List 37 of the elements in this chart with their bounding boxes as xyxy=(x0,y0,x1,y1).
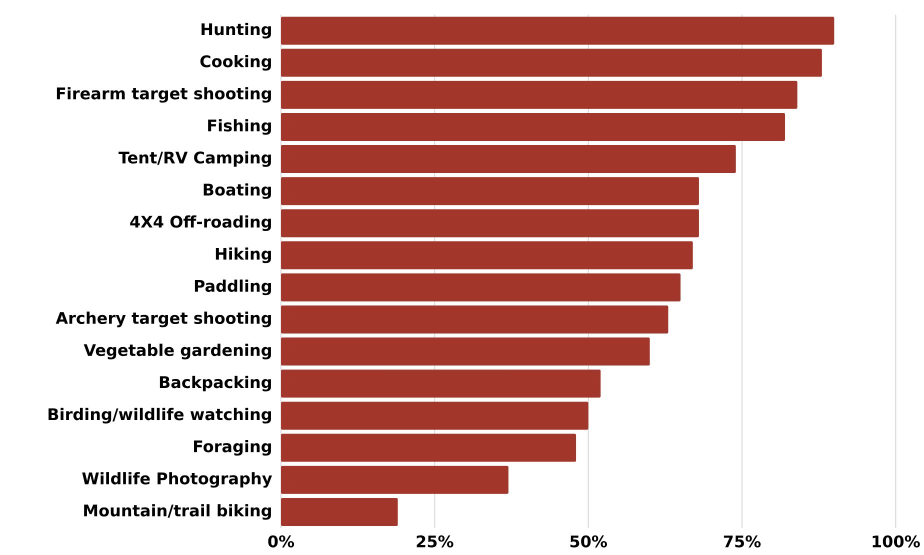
bar xyxy=(281,498,398,526)
y-tick-label: Archery target shooting xyxy=(56,312,271,328)
x-tick-label: 0% xyxy=(268,535,294,548)
bar xyxy=(281,16,834,45)
bar xyxy=(281,370,601,398)
bar xyxy=(281,466,508,494)
y-tick-label: Hiking xyxy=(216,247,271,264)
y-tick-label: Backpacking xyxy=(160,376,271,392)
y-tick-label: Mountain/trail biking xyxy=(84,504,271,520)
y-tick-label: Firearm target shooting xyxy=(56,87,271,103)
y-tick-label: Birding/wildlife watching xyxy=(48,408,271,424)
bar xyxy=(281,209,699,238)
bar xyxy=(281,305,668,334)
y-tick-label: Tent/RV Camping xyxy=(118,151,271,167)
y-tick-label: Paddling xyxy=(194,280,271,296)
bar xyxy=(281,177,699,206)
y-tick-label: Cooking xyxy=(200,54,271,71)
y-tick-label: Hunting xyxy=(202,22,271,39)
bar xyxy=(281,338,650,366)
x-tick-label: 75% xyxy=(724,535,761,548)
x-tick-label: 50% xyxy=(570,535,607,548)
bar xyxy=(281,434,576,462)
y-tick-label: Fishing xyxy=(208,119,271,135)
x-tick-label: 100% xyxy=(872,535,920,548)
y-tick-label: Foraging xyxy=(194,440,271,456)
bar xyxy=(281,145,736,174)
y-tick-label: Boating xyxy=(204,183,271,199)
bar xyxy=(281,402,588,430)
bar xyxy=(281,80,798,109)
y-tick-label: Vegetable gardening xyxy=(84,344,271,360)
bar xyxy=(281,48,822,77)
x-tick-label: 25% xyxy=(416,535,454,548)
bar xyxy=(281,241,693,270)
bar xyxy=(281,273,681,302)
y-tick-label: 4X4 Off-roading xyxy=(130,215,271,231)
bar xyxy=(281,112,786,141)
y-tick-label: Wildlife Photography xyxy=(82,472,272,488)
